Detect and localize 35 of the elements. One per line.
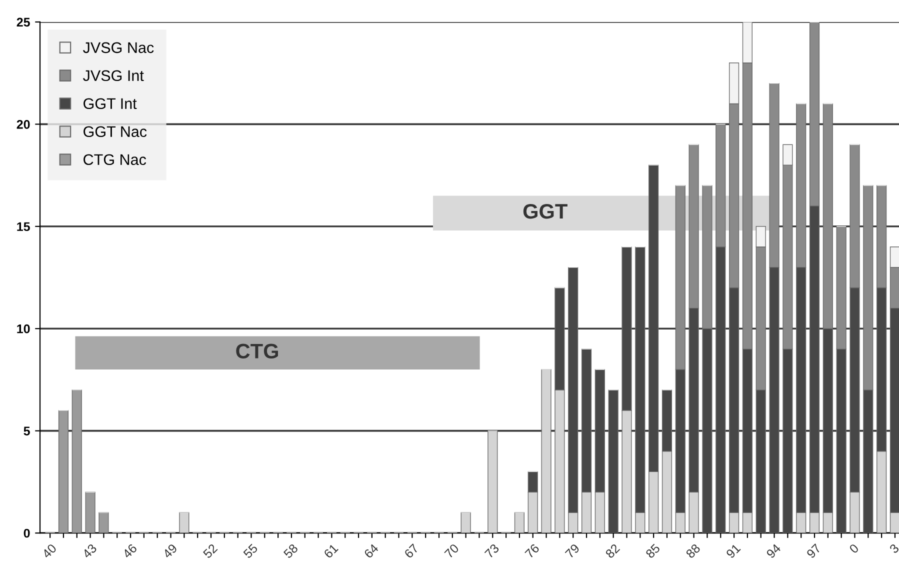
x-tick-label: 0 xyxy=(848,543,860,554)
y-tick-label: 10 xyxy=(17,324,30,334)
x-tick-label: 70 xyxy=(444,543,460,559)
x-tick-label: 79 xyxy=(564,543,580,559)
y-tick-label: 5 xyxy=(24,426,30,436)
x-tick-label: 76 xyxy=(524,543,540,559)
x-tick-label: 3 xyxy=(888,543,899,554)
x-tick-label: 82 xyxy=(604,543,620,559)
annotation: CTG xyxy=(236,344,278,358)
x-tick-label: 91 xyxy=(726,543,741,559)
legend-label: JVSG Int xyxy=(83,70,144,82)
x-tick-label: 94 xyxy=(766,543,782,559)
x-tick-label: 55 xyxy=(242,543,258,559)
x-tick-label: 67 xyxy=(404,543,420,559)
x-tick-label: 43 xyxy=(82,543,98,559)
legend-label: CTG Nac xyxy=(84,154,146,166)
annotation: GGT xyxy=(523,204,568,219)
x-tick-label: 85 xyxy=(645,543,660,559)
legend-label: JVSG Nac xyxy=(83,42,154,54)
x-tick-label: 64 xyxy=(364,543,379,559)
y-tick-label: 20 xyxy=(16,120,30,129)
x-tick-label: 46 xyxy=(122,543,138,559)
legend-label: GGT Nac xyxy=(84,126,147,138)
legend-label: GGT Int xyxy=(84,98,137,110)
x-tick-label: 97 xyxy=(806,543,822,559)
y-tick-label: 15 xyxy=(17,222,30,232)
x-tick-label: 58 xyxy=(283,543,298,559)
x-tick-label: 52 xyxy=(202,543,218,559)
x-tick-label: 73 xyxy=(484,543,500,559)
y-tick-label: 0 xyxy=(24,528,30,538)
x-tick-label: 61 xyxy=(323,543,339,559)
x-tick-label: 49 xyxy=(162,543,178,559)
x-tick-label: 88 xyxy=(685,543,701,559)
y-tick-label: 25 xyxy=(16,18,30,27)
x-tick-label: 40 xyxy=(41,543,58,559)
